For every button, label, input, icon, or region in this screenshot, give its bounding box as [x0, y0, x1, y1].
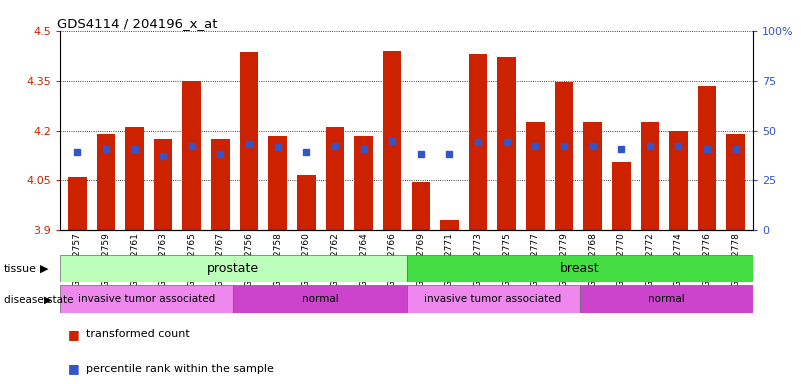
Bar	[233, 285, 406, 313]
Bar	[469, 54, 487, 230]
Bar	[497, 57, 516, 230]
Bar	[412, 182, 430, 230]
Text: breast: breast	[560, 262, 599, 275]
Text: normal: normal	[648, 294, 685, 304]
Text: disease state: disease state	[4, 295, 74, 305]
Bar	[383, 51, 401, 230]
Bar	[406, 285, 580, 313]
Bar	[406, 255, 753, 282]
Bar	[154, 139, 172, 230]
Bar	[68, 177, 87, 230]
Bar	[440, 220, 459, 230]
Bar	[239, 52, 259, 230]
Text: transformed count: transformed count	[86, 329, 190, 339]
Text: ■: ■	[68, 328, 80, 341]
Bar	[641, 122, 659, 230]
Bar	[354, 136, 373, 230]
Bar	[97, 134, 115, 230]
Text: percentile rank within the sample: percentile rank within the sample	[86, 364, 274, 374]
Text: ■: ■	[68, 362, 80, 375]
Bar	[580, 285, 753, 313]
Bar	[326, 127, 344, 230]
Text: ▶: ▶	[44, 295, 52, 305]
Bar	[268, 136, 287, 230]
Text: GDS4114 / 204196_x_at: GDS4114 / 204196_x_at	[57, 17, 217, 30]
Text: invasive tumor associated: invasive tumor associated	[425, 294, 562, 304]
Bar	[612, 162, 630, 230]
Text: invasive tumor associated: invasive tumor associated	[78, 294, 215, 304]
Bar	[583, 122, 602, 230]
Bar	[554, 82, 574, 230]
Text: normal: normal	[301, 294, 338, 304]
Text: ▶: ▶	[40, 264, 48, 274]
Bar	[60, 255, 406, 282]
Bar	[60, 285, 233, 313]
Text: tissue: tissue	[4, 264, 37, 274]
Bar	[526, 122, 545, 230]
Bar	[669, 131, 688, 230]
Bar	[125, 127, 144, 230]
Bar	[698, 86, 716, 230]
Bar	[297, 175, 316, 230]
Text: prostate: prostate	[207, 262, 260, 275]
Bar	[211, 139, 230, 230]
Bar	[727, 134, 745, 230]
Bar	[183, 81, 201, 230]
